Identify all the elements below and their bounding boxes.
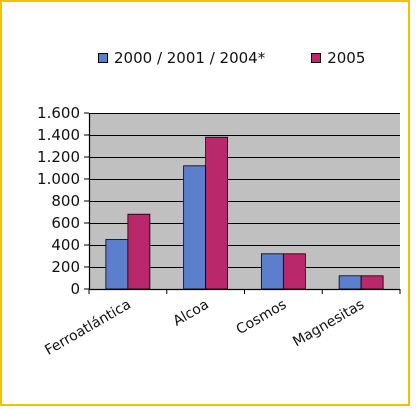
x-tick-label-ferroatlntica: Ferroatlántica xyxy=(42,297,134,359)
bar-ferroatlntica-series-1 xyxy=(105,239,129,290)
x-tick-label-alcoa: Alcoa xyxy=(170,297,211,330)
chart-frame: 2000 / 2001 / 2004* 2005 0 200 400 600 800 1.… xyxy=(0,0,410,406)
y-tick-label: 1.400 xyxy=(37,126,80,144)
y-tick-label: 800 xyxy=(51,192,80,210)
y-tick-label: 1.000 xyxy=(37,170,80,188)
y-tick-label: 0 xyxy=(70,280,80,298)
y-tick-label: 400 xyxy=(51,236,80,254)
legend-swatch-series-2 xyxy=(311,53,322,63)
y-tick-label: 200 xyxy=(51,258,80,276)
bar-alcoa-series-1 xyxy=(183,165,207,290)
legend-swatch-series-1 xyxy=(98,53,108,63)
y-tick-label: 600 xyxy=(51,214,80,232)
bar-chart: 0 200 400 600 800 1.000 1.200 1.400 1.600 Ferroat… xyxy=(37,104,401,359)
legend-label-series-2: 2005 xyxy=(327,49,366,67)
bar-cosmos-series-2 xyxy=(282,253,306,290)
x-tick-label-magnesitas: Magnesitas xyxy=(290,297,367,351)
legend-label-series-1: 2000 / 2001 / 2004* xyxy=(114,49,266,67)
bar-magnesitas-series-1 xyxy=(338,275,362,290)
bar-cosmos-series-1 xyxy=(260,253,284,290)
legend: 2000 / 2001 / 2004* 2005 xyxy=(98,49,365,67)
bar-ferroatlntica-series-2 xyxy=(127,213,151,290)
legend-item-series-1: 2000 / 2001 / 2004* xyxy=(98,49,265,67)
legend-item-series-2: 2005 xyxy=(311,49,365,67)
x-tick-label-cosmos: Cosmos xyxy=(234,297,290,338)
y-tick-label: 1.600 xyxy=(37,104,80,122)
bar-magnesitas-series-2 xyxy=(360,275,384,290)
bar-alcoa-series-2 xyxy=(205,136,229,290)
y-tick-label: 1.200 xyxy=(37,148,80,166)
